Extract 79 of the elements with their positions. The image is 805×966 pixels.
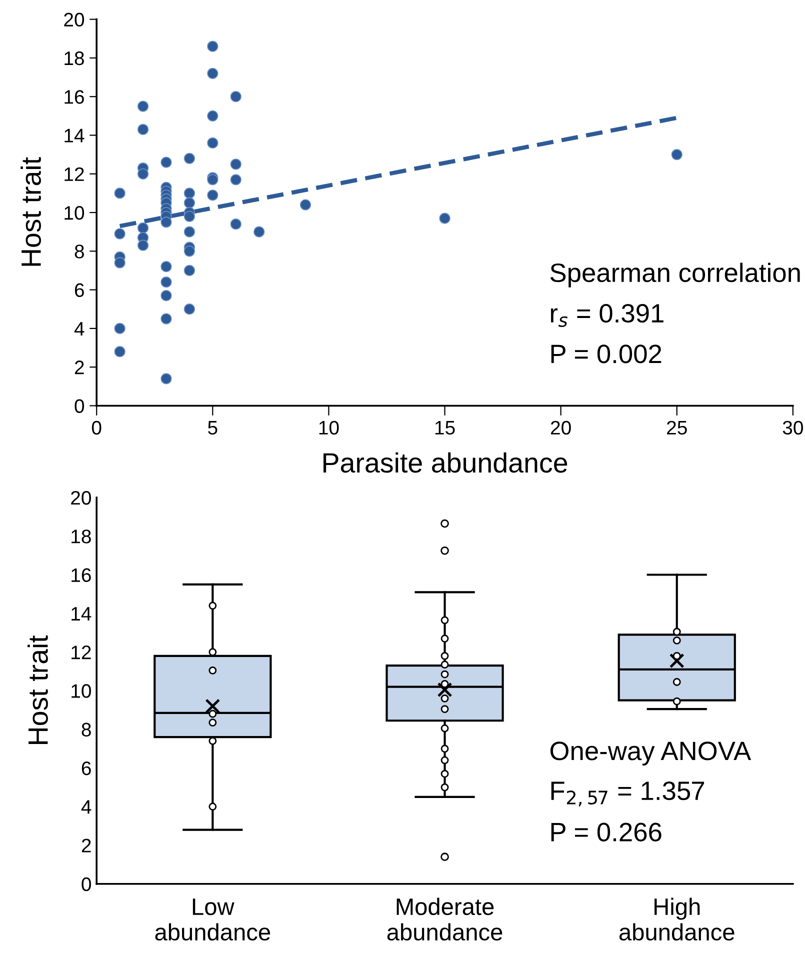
- point: [207, 40, 218, 52]
- annotation: Spearman correlation: [550, 262, 800, 288]
- y-tick-label: 18: [64, 51, 84, 66]
- y-tick-label: 8: [82, 722, 91, 737]
- point: [137, 124, 149, 136]
- x-tick-label: 5: [208, 421, 218, 435]
- point: [160, 276, 172, 288]
- x-tick-label: 30: [782, 420, 803, 435]
- y-tick-label: 4: [74, 322, 84, 336]
- point: [184, 304, 196, 315]
- y-axis-title: Host trait: [28, 635, 48, 744]
- y-tick-label: 14: [72, 607, 92, 620]
- point: [114, 228, 126, 240]
- point: [184, 226, 196, 238]
- annotation: One-way ANOVA: [550, 742, 752, 766]
- point: [137, 168, 149, 180]
- point: [137, 100, 149, 112]
- point: [254, 226, 265, 238]
- y-tick-label: 2: [74, 360, 84, 374]
- y-tick-label: 4: [81, 800, 92, 814]
- point: [184, 246, 196, 257]
- x-tick-label: Moderate abundance: [387, 898, 502, 941]
- point: [300, 199, 312, 210]
- annotation: r$_{s}$ = 0.391: [550, 304, 664, 327]
- y-tick-label: 20: [71, 490, 91, 505]
- point: [137, 222, 149, 234]
- annotation: P = 0.266: [551, 822, 662, 842]
- point: [207, 110, 218, 122]
- point: [439, 212, 450, 224]
- x-tick-label: Low abundance: [155, 898, 270, 941]
- x-tick-label: High abundance: [619, 898, 734, 941]
- point: [114, 322, 126, 334]
- y-tick-label: 18: [72, 530, 91, 544]
- point: [184, 188, 196, 199]
- x-tick-label: 15: [435, 421, 455, 435]
- x-tick-label: 20: [550, 420, 571, 435]
- y-tick-label: 10: [72, 684, 91, 698]
- y-tick-label: 16: [64, 90, 84, 104]
- y-tick-label: 2: [82, 838, 91, 852]
- point: [184, 152, 196, 164]
- point: [160, 373, 172, 384]
- point: [230, 91, 242, 102]
- point: [207, 137, 218, 149]
- y-tick-label: 16: [72, 568, 91, 582]
- point: [184, 210, 196, 222]
- y-tick-label: 12: [64, 167, 84, 181]
- y-tick-label: 6: [74, 283, 84, 298]
- y-tick-label: 12: [72, 646, 91, 660]
- point: [160, 313, 172, 324]
- point: [230, 174, 242, 186]
- y-axis-title: Host trait: [20, 157, 42, 266]
- point: [230, 158, 242, 170]
- point: [184, 264, 196, 276]
- y-tick-label: 10: [64, 206, 84, 220]
- point: [671, 148, 682, 160]
- annotation: P = 0.002: [551, 344, 662, 364]
- y-tick-label: 0: [74, 399, 84, 413]
- point: [160, 216, 172, 228]
- point: [114, 346, 126, 358]
- point: [114, 257, 126, 268]
- point: [160, 156, 172, 168]
- point: [184, 197, 196, 208]
- point: [114, 188, 126, 199]
- x-tick-label: 25: [667, 420, 687, 435]
- annotation: F$_{2,57}$ = 1.357: [551, 781, 704, 806]
- y-tick-label: 8: [74, 244, 84, 258]
- x-tick-label: 10: [319, 420, 339, 435]
- point: [207, 68, 218, 79]
- point: [230, 218, 242, 230]
- y-tick-label: 14: [64, 128, 84, 142]
- point: [160, 261, 172, 272]
- y-tick-label: 20: [64, 12, 84, 27]
- x-tick-label: 0: [92, 420, 102, 435]
- point: [207, 190, 218, 201]
- y-tick-label: 0: [82, 877, 91, 892]
- x-axis-title: Parasite abundance: [324, 452, 568, 473]
- point: [137, 240, 149, 251]
- point: [160, 290, 172, 302]
- y-tick-label: 6: [82, 761, 91, 776]
